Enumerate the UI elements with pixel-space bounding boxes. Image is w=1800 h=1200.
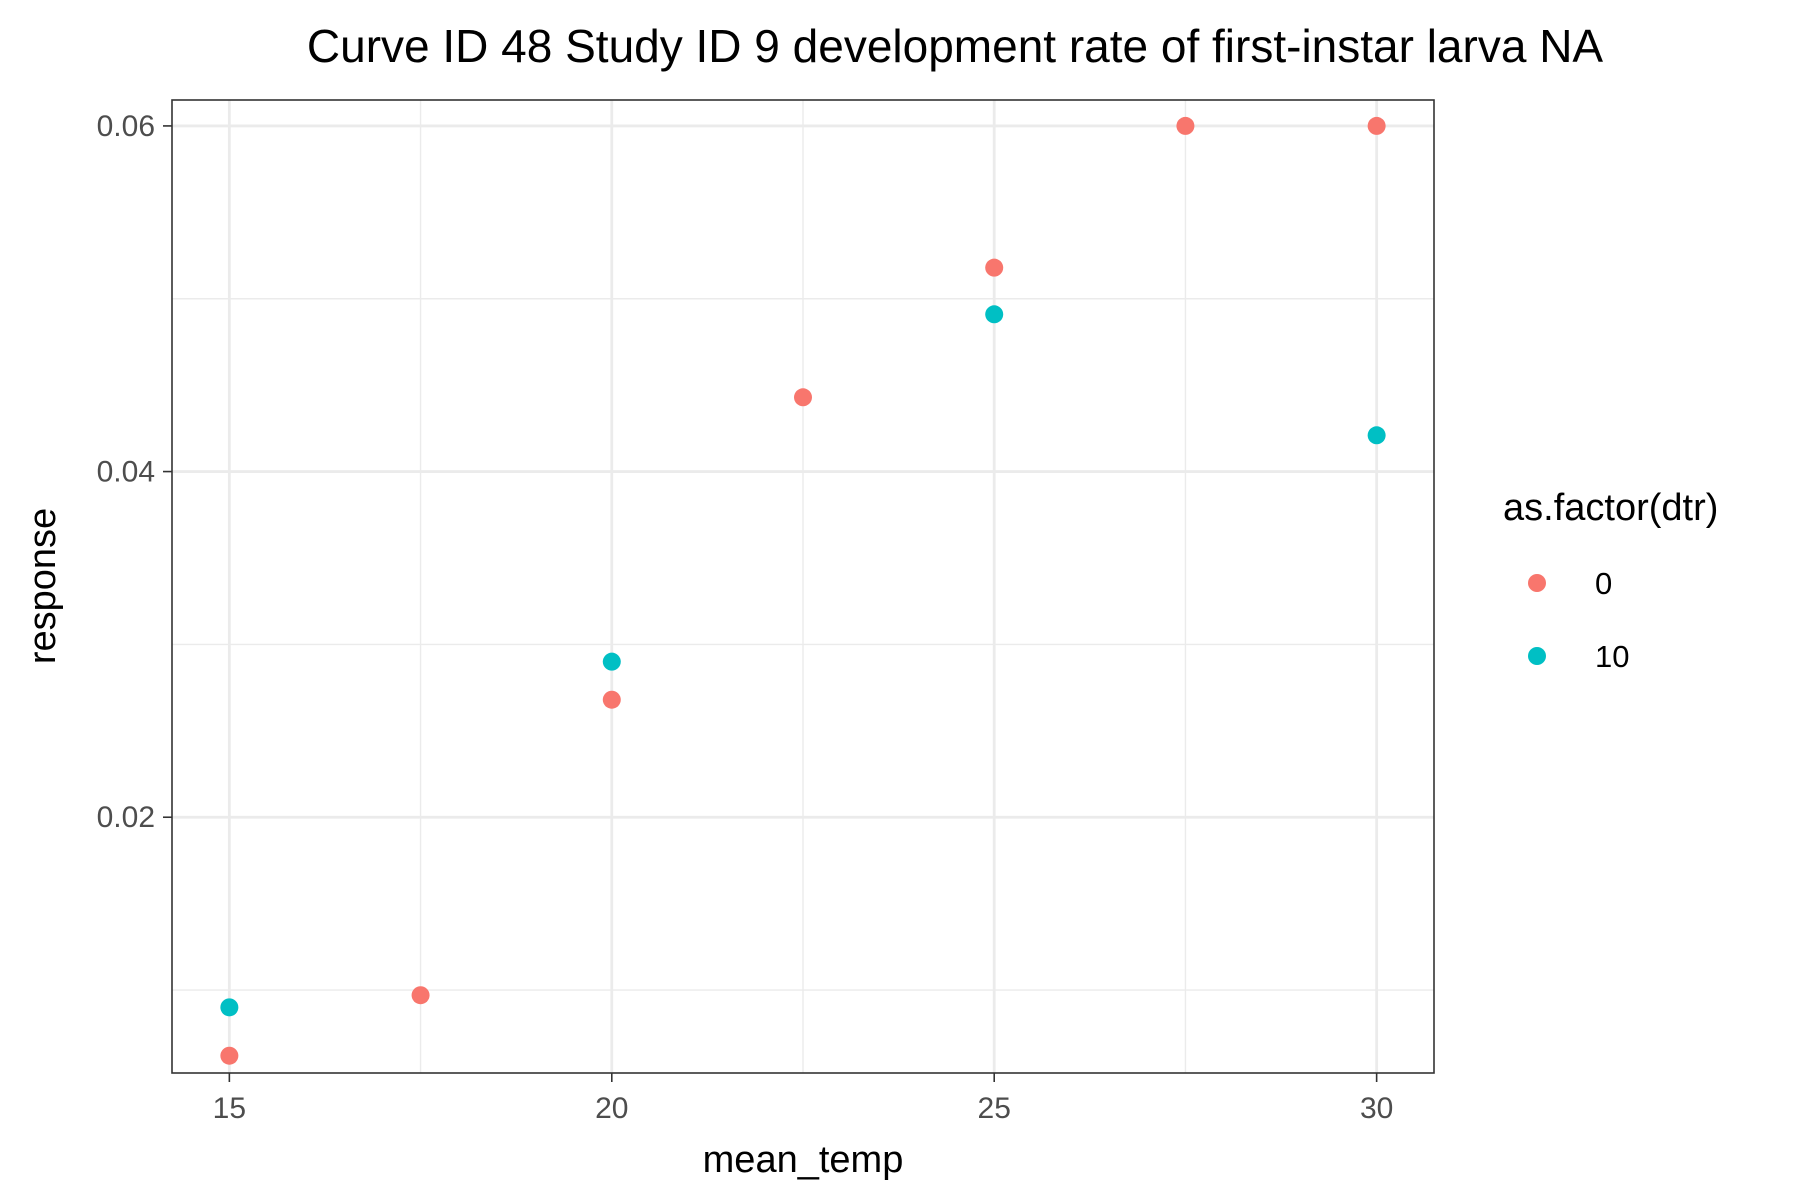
x-axis-title: mean_temp [703,1139,904,1181]
data-point-dtr-10 [1367,426,1386,445]
plot-panel [171,99,1435,1074]
data-point-dtr-0 [411,986,430,1005]
y-tick-label: 0.02 [97,801,155,834]
grid-minor [172,100,1434,1073]
x-tick-label: 30 [1360,1092,1393,1125]
x-tick-label: 20 [595,1092,628,1125]
x-axis: 15 20 25 30 [213,1073,1393,1125]
legend: as.factor(dtr) 0 10 [1503,487,1718,674]
legend-key-dtr-10 [1528,647,1546,665]
data-point-dtr-10 [602,652,621,671]
y-axis: 0.02 0.04 0.06 [97,110,172,834]
data-points [220,116,1386,1065]
x-tick-label: 25 [978,1092,1011,1125]
y-tick-label: 0.04 [97,456,155,489]
x-tick-label: 15 [213,1092,246,1125]
data-point-dtr-0 [794,388,812,407]
data-point-dtr-0 [1176,116,1195,135]
legend-items: 0 10 [1528,566,1629,674]
data-point-dtr-10 [985,305,1004,324]
legend-title: as.factor(dtr) [1503,487,1718,529]
data-point-dtr-0 [220,1046,239,1065]
legend-key-dtr-0 [1528,574,1546,592]
chart-title: Curve ID 48 Study ID 9 development rate … [307,20,1604,72]
data-point-dtr-0 [985,258,1004,277]
legend-label-dtr-10: 10 [1595,639,1629,674]
y-tick-label: 0.06 [97,110,155,143]
legend-label-dtr-0: 0 [1595,566,1612,601]
data-point-dtr-0 [602,690,621,709]
plot-border [171,99,1435,1074]
data-point-dtr-10 [220,998,239,1017]
y-axis-title: response [22,508,64,664]
data-point-dtr-0 [1367,116,1386,135]
